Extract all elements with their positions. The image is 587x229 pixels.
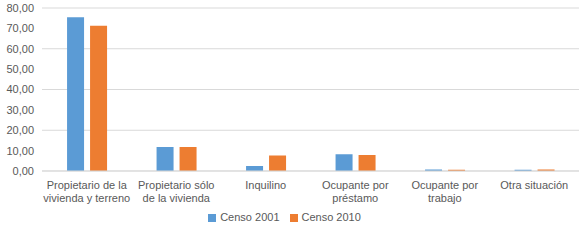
svg-text:Ocupante porpréstamo: Ocupante porpréstamo: [322, 179, 389, 204]
svg-text:60,00: 60,00: [8, 43, 34, 55]
svg-text:70,00: 70,00: [8, 22, 34, 34]
svg-text:Propietario sólode la vivienda: Propietario sólode la vivienda: [138, 179, 214, 204]
svg-text:50,00: 50,00: [8, 63, 34, 75]
svg-text:0,00: 0,00: [13, 165, 34, 177]
html-text:Censo 2001: Censo 2001: [220, 211, 280, 223]
svg-text:20,00: 20,00: [8, 124, 34, 136]
svg-text:Propietario de lavivienda y te: Propietario de lavivienda y terreno: [43, 179, 130, 204]
svg-text:Otra situación: Otra situación: [500, 179, 568, 191]
svg-text:40,00: 40,00: [8, 83, 34, 95]
svg-text:10,00: 10,00: [8, 145, 34, 157]
svg-text:Inquilino: Inquilino: [245, 179, 286, 191]
svg-text:30,00: 30,00: [8, 104, 34, 116]
svg-text:80,00: 80,00: [8, 2, 34, 14]
svg-text:Ocupante portrabajo: Ocupante portrabajo: [411, 179, 478, 204]
html-text:Censo 2010: Censo 2010: [301, 211, 361, 223]
